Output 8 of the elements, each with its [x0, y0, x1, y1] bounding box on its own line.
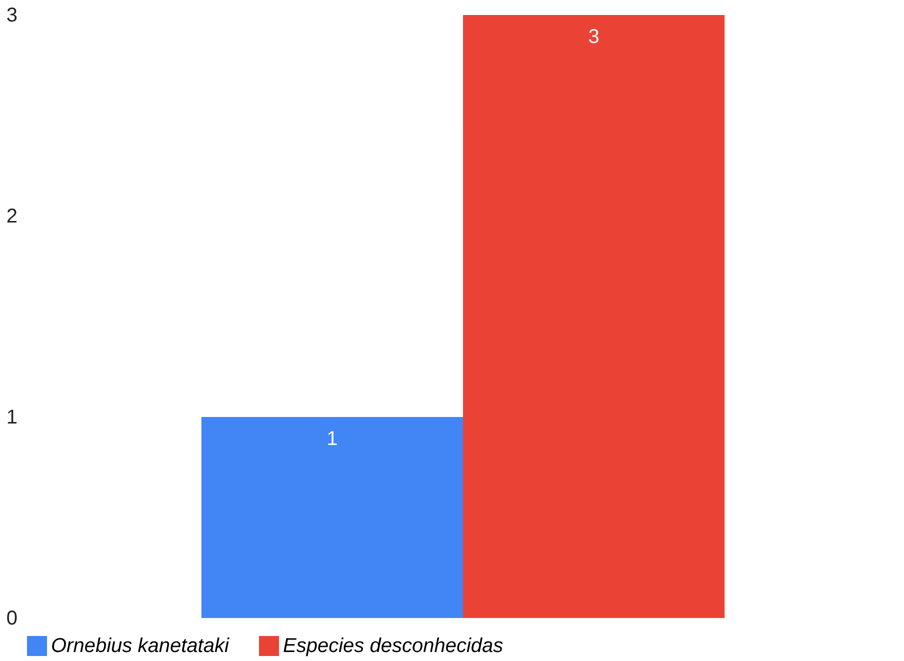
legend-label: Especies desconhecidas: [283, 635, 504, 657]
y-tick-label: 3: [6, 4, 18, 26]
y-tick-label: 0: [6, 608, 18, 630]
data-label: 3: [588, 26, 600, 48]
y-tick-label: 2: [6, 206, 18, 228]
legend-label: Ornebius kanetataki: [51, 635, 230, 657]
data-label: 1: [326, 428, 338, 450]
y-tick-label: 1: [6, 406, 18, 428]
